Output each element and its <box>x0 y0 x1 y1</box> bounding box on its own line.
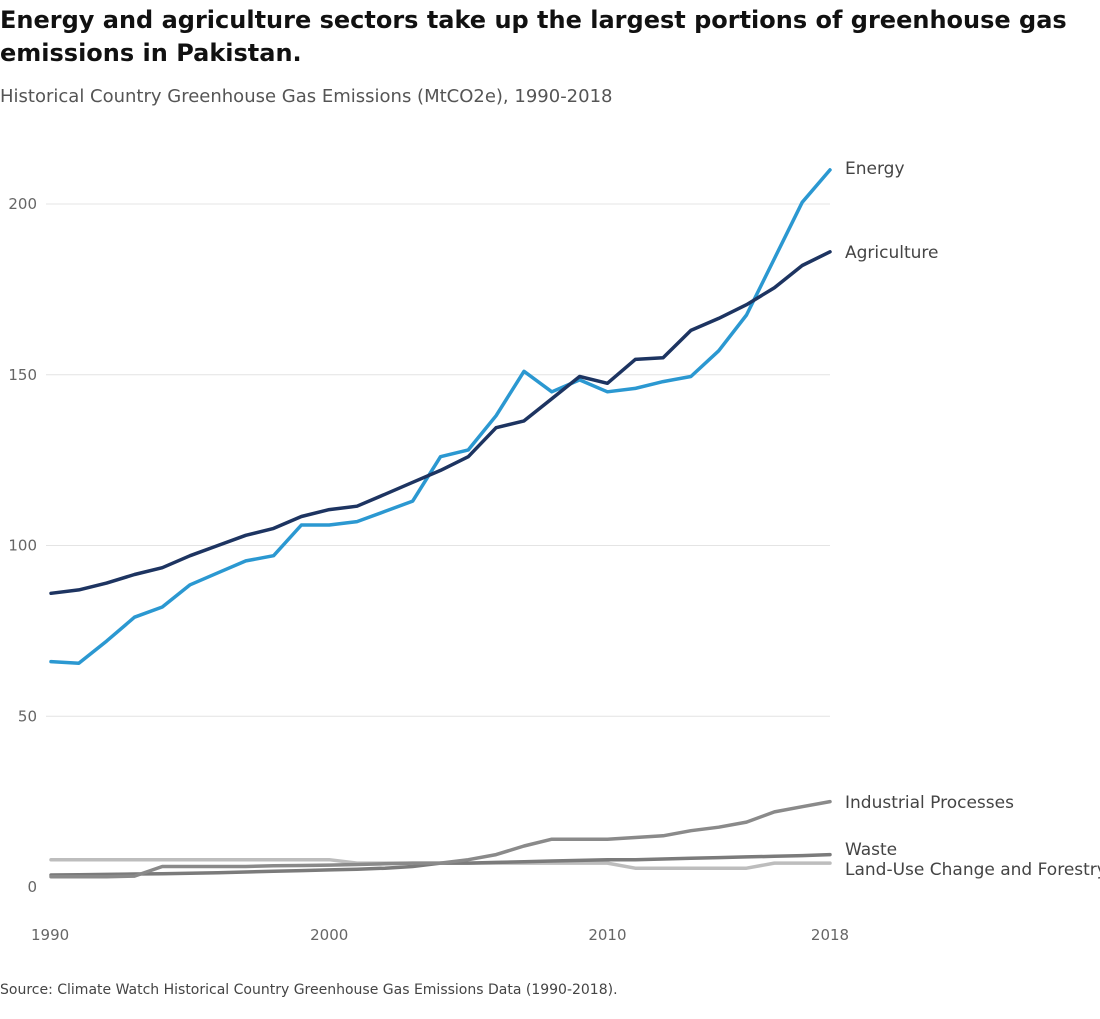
chart-title: Energy and agriculture sectors take up t… <box>0 6 1067 67</box>
chart-subtitle: Historical Country Greenhouse Gas Emissi… <box>0 86 613 107</box>
y-tick-label-150: 150 <box>8 366 37 384</box>
gridlines <box>46 203 830 717</box>
series-line-energy <box>49 168 832 666</box>
y-tick-label-100: 100 <box>8 537 37 555</box>
series-lines <box>49 168 832 879</box>
series-label-industrial-processes: Industrial Processes <box>845 793 1014 813</box>
x-axis-ticks: 1990 2000 2010 2018 <box>31 926 849 944</box>
series-label-waste: Waste <box>845 840 897 860</box>
series-label-agriculture: Agriculture <box>845 243 939 263</box>
x-tick-label-2018: 2018 <box>811 926 849 944</box>
y-tick-label-50: 50 <box>18 707 37 725</box>
x-tick-label-2000: 2000 <box>310 926 348 944</box>
y-tick-label-0: 0 <box>27 878 37 896</box>
y-tick-label-200: 200 <box>8 195 37 213</box>
series-line-agriculture <box>49 250 832 596</box>
series-labels: Energy Agriculture Industrial Processes Was… <box>845 159 1100 880</box>
y-axis-ticks: 0 50 100 150 200 <box>8 195 37 896</box>
x-tick-label-2010: 2010 <box>588 926 626 944</box>
series-line-industrial-processes <box>49 799 832 879</box>
source-note: Source: Climate Watch Historical Country… <box>0 982 618 998</box>
series-label-energy: Energy <box>845 159 905 179</box>
x-tick-label-1990: 1990 <box>31 926 69 944</box>
series-label-land-use-change-and-forestry: Land-Use Change and Forestry <box>845 860 1100 880</box>
